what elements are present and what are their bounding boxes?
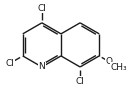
Text: Cl: Cl [76, 77, 85, 86]
Text: CH₃: CH₃ [111, 63, 127, 72]
Text: Cl: Cl [5, 59, 14, 68]
Text: O: O [106, 57, 113, 66]
Text: N: N [38, 62, 45, 71]
Text: Cl: Cl [37, 4, 46, 13]
